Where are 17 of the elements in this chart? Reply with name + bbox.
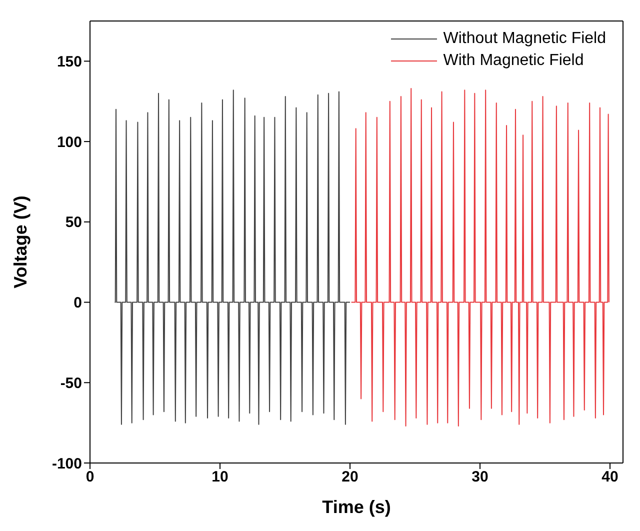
- x-tick-label: 20: [342, 468, 358, 486]
- line-series: [350, 88, 610, 427]
- y-tick-label: 100: [56, 134, 82, 151]
- y-tick-label: -50: [60, 374, 82, 392]
- x-axis-title: Time (s): [322, 497, 391, 517]
- legend-label: Without Magnetic Field: [443, 29, 606, 49]
- x-tick-label: 40: [602, 468, 618, 486]
- y-tick-label: -100: [52, 455, 82, 472]
- x-tick-label: 0: [86, 468, 94, 486]
- x-tick-label: 30: [472, 468, 488, 486]
- line-series: [114, 90, 350, 425]
- y-tick-label: 50: [65, 214, 82, 232]
- y-tick-label: 0: [74, 294, 82, 312]
- y-axis-title: Voltage (V): [10, 196, 30, 288]
- y-tick-label: 150: [56, 54, 82, 71]
- legend-label: With Magnetic Field: [443, 51, 584, 71]
- x-tick-label: 10: [212, 468, 228, 486]
